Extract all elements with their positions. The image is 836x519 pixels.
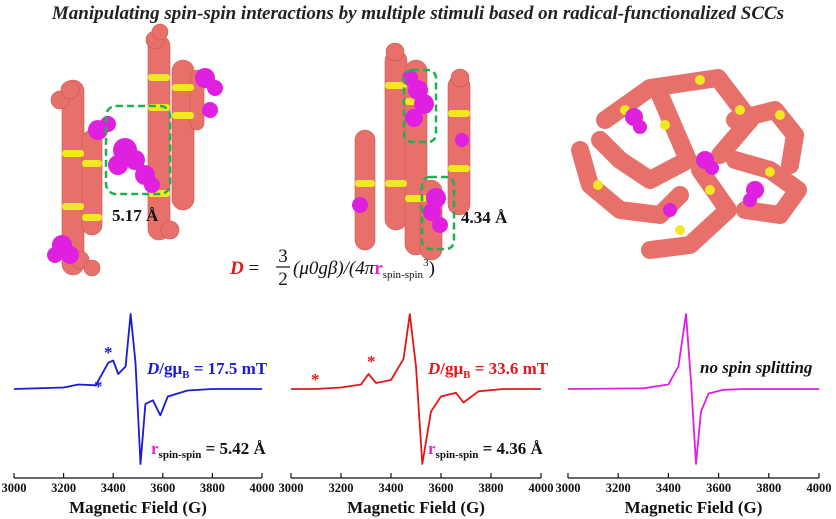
dipolar-equation: D = 3 2 (μ0gβ)/(4πrspin-spin3) bbox=[229, 246, 435, 290]
spectrum-3-tick-label: 3800 bbox=[756, 481, 781, 495]
spectrum-2-x-axis-label: Magnetic Field (G) bbox=[347, 498, 485, 517]
epr-spectrum-panel-1: 3000 3200 3400 3600 3800 4000 Magnetic Field (… bbox=[2, 313, 275, 517]
spectrum-1-tick-label: 4000 bbox=[250, 481, 275, 495]
spectrum-2-tick-label: 4000 bbox=[529, 481, 554, 495]
star-marker-1b: * bbox=[104, 343, 113, 362]
svg-text:(μ0gβ)/(4πrspin-spin3): (μ0gβ)/(4πrspin-spin3) bbox=[293, 257, 435, 281]
equation-subscript: spin-spin bbox=[383, 269, 424, 281]
figure-title: Manipulating spin-spin interactions by m… bbox=[51, 3, 784, 24]
equation-equals: = bbox=[244, 258, 259, 279]
spectrum-2-d-value: = 33.6 mT bbox=[471, 359, 549, 378]
structure-2-distance: 4.34 Å bbox=[461, 208, 508, 227]
equation-D: D bbox=[229, 258, 244, 279]
spectrum-3-tick-label: 3400 bbox=[656, 481, 681, 495]
spectrum-3-tick-label: 3600 bbox=[706, 481, 731, 495]
structure-3-illustration bbox=[571, 69, 807, 259]
spectrum-3-x-axis-label: Magnetic Field (G) bbox=[625, 498, 763, 517]
spectrum-2-dipolar-label: D/gμB = 33.6 mT bbox=[427, 359, 549, 381]
spectrum-2-r-sub: spin-spin bbox=[436, 449, 479, 461]
star-marker-2a: * bbox=[311, 370, 320, 389]
equation-close: ) bbox=[429, 258, 435, 279]
spectrum-1-tick-label: 3200 bbox=[51, 481, 76, 495]
spectrum-3-tick-label: 4000 bbox=[807, 481, 832, 495]
star-marker-2b: * bbox=[367, 352, 376, 371]
equation-middle: (μ0gβ)/(4π bbox=[293, 258, 375, 279]
spectrum-2-tick-label: 3600 bbox=[429, 481, 454, 495]
spectrum-2-r: r bbox=[428, 439, 436, 458]
spectrum-1-r: r bbox=[151, 439, 159, 458]
spectrum-1-tick-label: 3400 bbox=[101, 481, 126, 495]
spectrum-1-dipolar-label: D/gμB = 17.5 mT bbox=[146, 359, 268, 381]
equation-denominator: 2 bbox=[278, 269, 288, 290]
epr-spectrum-panel-2: 3000 3200 3400 3600 3800 4000 Magnetic Field (… bbox=[279, 313, 554, 517]
spectrum-1-distance-label: rspin-spin = 5.42 Å bbox=[151, 439, 267, 461]
structure-1-distance: 5.17 Å bbox=[112, 206, 159, 225]
spectrum-2-sub: B bbox=[463, 369, 471, 381]
spectrum-1-line bbox=[13, 313, 262, 465]
spectrum-1-d-value: = 17.5 mT bbox=[190, 359, 268, 378]
spectrum-2-tick-label: 3400 bbox=[379, 481, 404, 495]
epr-spectrum-panel-3: 3000 3200 3400 3600 3800 4000 Magnetic Field (… bbox=[556, 313, 832, 517]
star-marker-1a: * bbox=[94, 377, 103, 396]
spectrum-2-d: D bbox=[427, 359, 440, 378]
spectrum-1-r-value: = 5.42 Å bbox=[201, 439, 266, 458]
structure-1-illustration bbox=[47, 23, 223, 277]
structure-2-illustration bbox=[352, 42, 471, 261]
spectrum-3-note: no spin splitting bbox=[700, 358, 813, 377]
equation-numerator: 3 bbox=[278, 246, 288, 267]
spectrum-2-tick-label: 3200 bbox=[329, 481, 354, 495]
spectrum-2-line bbox=[291, 313, 541, 465]
spectrum-1-tick-label: 3600 bbox=[150, 481, 175, 495]
spectrum-3-line bbox=[567, 313, 819, 465]
equation-superscript: 3 bbox=[423, 257, 429, 269]
equation-r: r bbox=[374, 258, 383, 279]
svg-text:D =: D = bbox=[229, 258, 259, 279]
spectrum-2-tick-label: 3800 bbox=[479, 481, 504, 495]
spectrum-1-x-axis-label: Magnetic Field (G) bbox=[69, 498, 207, 517]
spectrum-2-gmu: /gμ bbox=[439, 359, 463, 378]
spectrum-2-r-value: = 4.36 Å bbox=[478, 439, 543, 458]
spectrum-1-d: D bbox=[146, 359, 159, 378]
spectrum-1-tick-label: 3000 bbox=[2, 481, 27, 495]
spectrum-3-tick-label: 3000 bbox=[556, 481, 581, 495]
spectrum-1-r-sub: spin-spin bbox=[159, 449, 202, 461]
spectrum-1-tick-label: 3800 bbox=[200, 481, 225, 495]
spectrum-1-gmu: /gμ bbox=[158, 359, 182, 378]
spectrum-3-tick-label: 3200 bbox=[606, 481, 631, 495]
spectrum-1-sub: B bbox=[182, 369, 190, 381]
spectrum-2-tick-label: 3000 bbox=[279, 481, 304, 495]
spectrum-2-distance-label: rspin-spin = 4.36 Å bbox=[428, 439, 544, 461]
